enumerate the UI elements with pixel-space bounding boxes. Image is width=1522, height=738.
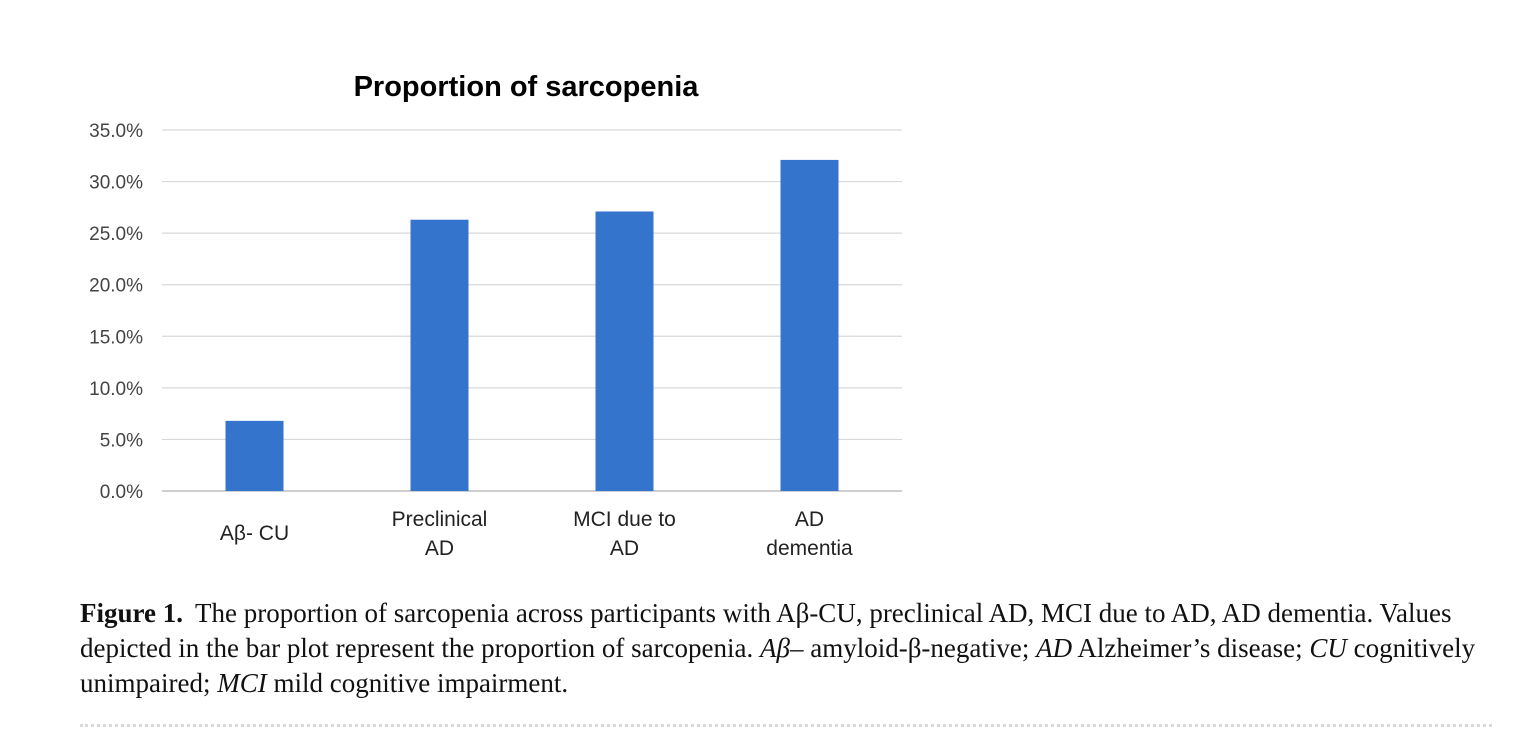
caption-abbr-mci: MCI (217, 668, 267, 698)
bar (225, 420, 284, 491)
caption-abbr-abeta: Aβ– (760, 633, 804, 663)
x-category-label: AD dementia (766, 508, 853, 560)
bar (780, 159, 839, 491)
bar (595, 211, 654, 492)
y-tick-label: 5.0% (100, 430, 143, 451)
dotted-divider (80, 724, 1492, 727)
figure-caption: Figure 1. The proportion of sarcopenia ac… (80, 596, 1480, 701)
figure-label: Figure 1. (80, 598, 183, 628)
y-tick-label: 20.0% (89, 276, 143, 297)
y-tick-label: 30.0% (89, 173, 143, 194)
y-tick-label: 35.0% (89, 121, 143, 142)
x-category-label: Preclinical AD (392, 508, 488, 560)
y-axis-tick-labels: 0.0% 5.0% 10.0% 15.0% 20.0% 25.0% 30.0% 35.0% (89, 121, 143, 503)
y-tick-label: 10.0% (89, 379, 143, 400)
y-tick-label: 25.0% (89, 224, 143, 245)
chart-title: Proportion of sarcopenia (354, 71, 700, 103)
x-axis-category-labels: Aβ- CU Preclinical AD MCI due to AD AD dementi… (220, 508, 853, 560)
y-tick-label: 15.0% (89, 327, 143, 348)
y-tick-label: 0.0% (100, 482, 143, 503)
x-category-label: MCI due to AD (573, 508, 676, 560)
caption-def-abeta: amyloid-β-negative; (803, 633, 1037, 663)
caption-def-mci: mild cognitive impairment. (266, 668, 569, 698)
caption-abbr-cu: CU (1309, 633, 1347, 663)
bar-chart: Proportion of sarcopenia 0.0% 5.0% 10.0% 15… (89, 71, 902, 560)
bar (410, 219, 469, 491)
caption-def-cu: cognitively unimpaired; (80, 633, 1476, 698)
bars (225, 159, 839, 492)
x-category-label: Aβ- CU (220, 522, 289, 545)
caption-def-ad: Alzheimer’s disease; (1072, 633, 1310, 663)
caption-text: The proportion of sarcopenia across part… (80, 598, 1452, 663)
gridlines (162, 129, 902, 492)
caption-abbr-ad: AD (1036, 633, 1073, 663)
